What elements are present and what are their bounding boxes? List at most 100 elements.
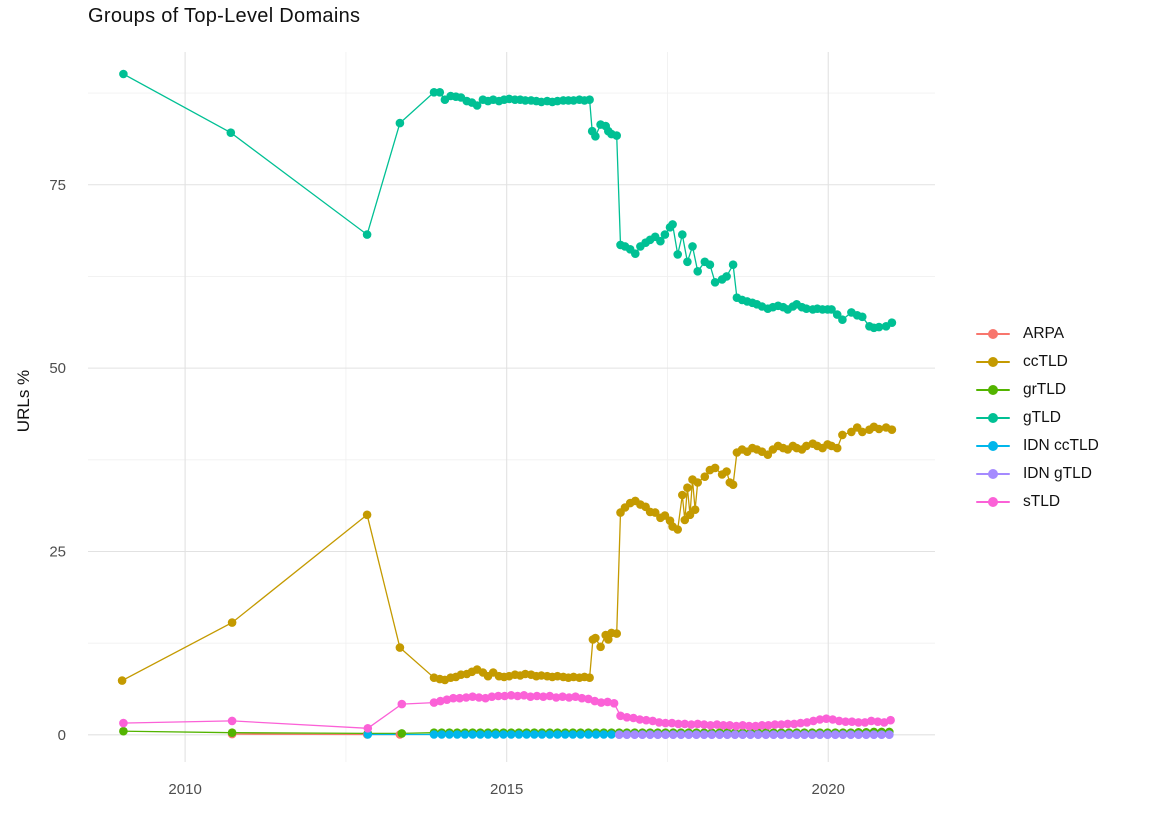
data-point-stld bbox=[474, 693, 484, 702]
data-point-stld bbox=[815, 715, 825, 724]
data-point-stld bbox=[558, 692, 567, 701]
data-point-idn-gtld bbox=[831, 730, 840, 739]
data-point-idn-gtld bbox=[807, 730, 817, 739]
data-point-idn-gtld bbox=[800, 730, 809, 739]
data-point-idn-cctld bbox=[363, 730, 373, 739]
legend-key-dot-icon bbox=[988, 329, 998, 339]
legend-label-stld: sTLD bbox=[1023, 493, 1061, 510]
data-point-cctld bbox=[887, 425, 897, 435]
data-point-stld bbox=[487, 692, 497, 701]
legend-key-line-icon bbox=[976, 385, 1010, 395]
legend-item-grtld: grTLD bbox=[976, 376, 1099, 404]
data-point-stld bbox=[834, 716, 844, 726]
data-point-idn-gtld bbox=[668, 730, 678, 739]
data-point-stld bbox=[577, 693, 587, 703]
data-point-stld bbox=[854, 718, 863, 727]
data-point-gtld bbox=[887, 318, 897, 328]
data-point-cctld bbox=[874, 424, 884, 434]
data-point-cctld bbox=[362, 510, 372, 520]
legend-key-line-icon bbox=[976, 329, 1010, 339]
data-point-idn-cctld bbox=[514, 730, 524, 739]
data-point-stld bbox=[886, 715, 895, 725]
legend-key-line-icon bbox=[976, 357, 1010, 367]
data-point-gtld bbox=[688, 242, 697, 251]
data-point-stld bbox=[455, 693, 465, 703]
data-point-stld bbox=[796, 718, 805, 728]
data-point-cctld bbox=[585, 673, 594, 682]
legend-key-dot-icon bbox=[988, 385, 998, 395]
data-point-stld bbox=[693, 719, 702, 729]
data-point-stld bbox=[641, 715, 651, 725]
data-point-stld bbox=[738, 721, 747, 730]
legend-label-grtld: grTLD bbox=[1023, 381, 1067, 398]
data-point-idn-gtld bbox=[877, 730, 886, 739]
data-point-stld bbox=[500, 691, 510, 701]
data-point-stld bbox=[661, 718, 670, 728]
y-tick-label: 75 bbox=[49, 177, 66, 194]
data-point-idn-cctld bbox=[568, 730, 578, 739]
data-point-cctld bbox=[710, 463, 720, 473]
data-point-grtld bbox=[397, 729, 407, 738]
data-point-idn-gtld bbox=[692, 730, 701, 739]
data-point-idn-cctld bbox=[607, 730, 616, 739]
data-point-stld bbox=[777, 720, 786, 729]
data-point-cctld bbox=[596, 642, 605, 652]
data-point-stld bbox=[867, 716, 876, 726]
data-point-cctld bbox=[591, 633, 600, 643]
legend-key-line-icon bbox=[976, 441, 1010, 451]
data-point-idn-gtld bbox=[684, 730, 693, 739]
data-point-idn-gtld bbox=[630, 730, 639, 739]
data-point-idn-gtld bbox=[792, 730, 801, 739]
x-tick-label: 2010 bbox=[168, 781, 201, 798]
data-point-stld bbox=[783, 719, 792, 729]
data-point-grtld bbox=[119, 726, 128, 736]
data-point-idn-cctld bbox=[545, 730, 555, 739]
data-point-stld bbox=[363, 724, 373, 733]
data-point-idn-gtld bbox=[661, 730, 670, 739]
data-point-idn-cctld bbox=[445, 730, 454, 739]
data-point-stld bbox=[757, 721, 767, 730]
data-point-idn-cctld bbox=[576, 730, 585, 739]
data-point-stld bbox=[789, 719, 799, 729]
data-point-gtld bbox=[838, 315, 847, 325]
data-point-stld bbox=[622, 713, 632, 722]
data-point-idn-cctld bbox=[491, 730, 501, 739]
data-point-cctld bbox=[604, 635, 613, 644]
y-tick-label: 25 bbox=[49, 543, 66, 560]
legend-key-line-icon bbox=[976, 497, 1010, 507]
data-point-idn-gtld bbox=[645, 730, 655, 739]
data-point-gtld bbox=[827, 305, 836, 314]
data-point-gtld bbox=[858, 312, 867, 322]
data-point-idn-gtld bbox=[653, 730, 663, 739]
data-point-cctld bbox=[683, 483, 692, 493]
data-point-stld bbox=[725, 721, 735, 730]
data-point-gtld bbox=[362, 230, 372, 239]
data-point-stld bbox=[506, 691, 516, 700]
legend-label-arpa: ARPA bbox=[1023, 325, 1065, 342]
data-point-idn-cctld bbox=[468, 730, 477, 739]
data-point-gtld bbox=[802, 304, 811, 314]
data-point-stld bbox=[596, 698, 606, 707]
data-point-cctld bbox=[673, 525, 682, 534]
legend-key-line-icon bbox=[976, 413, 1010, 423]
data-point-stld bbox=[699, 720, 709, 729]
data-point-idn-cctld bbox=[499, 730, 508, 739]
legend-key-dot-icon bbox=[988, 441, 998, 451]
data-point-idn-gtld bbox=[614, 730, 624, 739]
data-point-gtld bbox=[874, 322, 884, 332]
legend-item-gtld: gTLD bbox=[976, 404, 1099, 432]
data-point-idn-cctld bbox=[553, 730, 562, 739]
y-tick-label: 0 bbox=[58, 727, 66, 744]
data-point-cctld bbox=[650, 508, 660, 517]
legend-label-idn-gtld: IDN gTLD bbox=[1023, 465, 1092, 482]
data-point-gtld bbox=[705, 260, 715, 270]
legend-key-dot-icon bbox=[988, 413, 998, 423]
data-point-cctld bbox=[693, 478, 702, 487]
data-point-cctld bbox=[700, 472, 710, 482]
data-point-idn-gtld bbox=[761, 730, 771, 739]
data-point-idn-cctld bbox=[452, 730, 462, 739]
data-point-idn-gtld bbox=[715, 730, 724, 739]
data-point-stld bbox=[764, 721, 773, 730]
data-point-idn-gtld bbox=[699, 730, 709, 739]
data-point-idn-gtld bbox=[784, 730, 794, 739]
